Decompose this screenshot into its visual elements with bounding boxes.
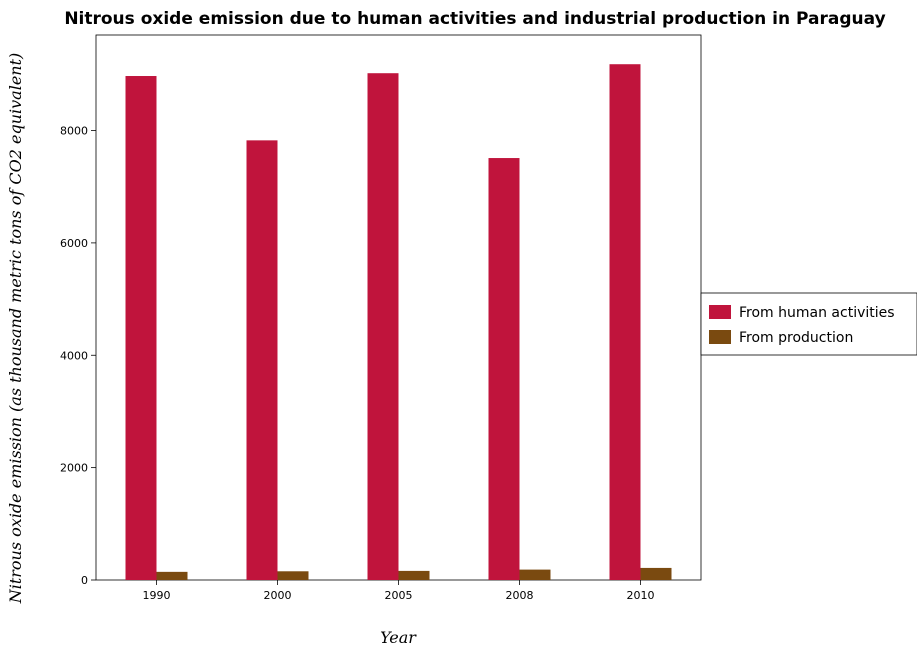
chart-title: Nitrous oxide emission due to human acti… — [64, 9, 885, 29]
legend-swatch — [709, 330, 731, 344]
legend-label: From production — [739, 330, 853, 346]
bar-human-activities — [367, 73, 399, 581]
bar-production — [398, 570, 430, 580]
y-axis-label: Nitrous oxide emission (as thousand metr… — [6, 53, 25, 605]
legend-label: From human activities — [739, 305, 895, 321]
x-tick-label: 2008 — [506, 589, 534, 602]
bar-human-activities — [488, 158, 520, 580]
bar-human-activities — [609, 64, 641, 580]
bar-human-activities — [246, 140, 278, 580]
x-tick-label: 2005 — [385, 589, 413, 602]
x-tick-label: 2010 — [627, 589, 655, 602]
x-axis-label: Year — [380, 628, 417, 647]
legend: From human activities From production — [700, 292, 917, 356]
plot-area: 0 2000 4000 6000 8000 1990 2000 2005 2008 2010 — [60, 34, 702, 602]
bar-production — [519, 569, 551, 580]
y-tick-label: 4000 — [60, 349, 88, 362]
bar-production — [640, 567, 672, 580]
y-tick-label: 2000 — [60, 462, 88, 475]
bar-production — [277, 571, 309, 580]
legend-box — [700, 292, 917, 356]
x-tick-label: 2000 — [264, 589, 292, 602]
y-tick-label: 0 — [81, 574, 88, 587]
bar-human-activities — [125, 76, 157, 580]
y-tick-label: 6000 — [60, 237, 88, 250]
legend-swatch — [709, 305, 731, 319]
bar-production — [156, 571, 188, 580]
x-tick-label: 1990 — [143, 589, 171, 602]
y-tick-label: 8000 — [60, 125, 88, 138]
